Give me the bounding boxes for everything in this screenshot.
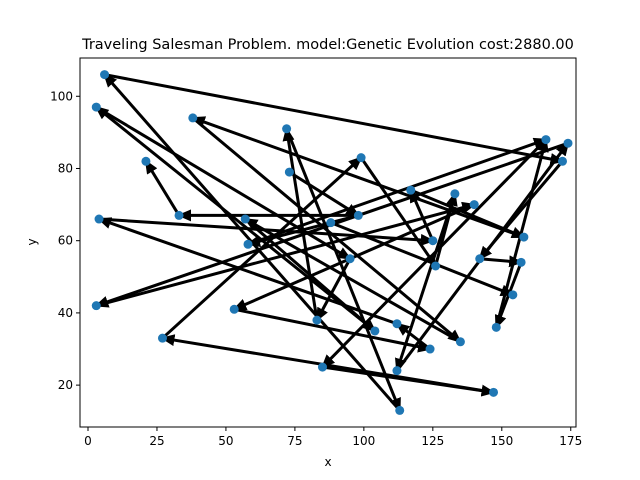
- city-point-38: [395, 405, 405, 415]
- city-points: [91, 70, 573, 415]
- x-tick-label-5: 125: [421, 434, 444, 448]
- chart-title: Traveling Salesman Problem. model:Geneti…: [81, 37, 574, 53]
- city-point-30: [425, 344, 435, 354]
- city-point-12: [557, 156, 567, 166]
- x-tick-label-3: 75: [287, 434, 302, 448]
- y-tick-label-2: 60: [58, 234, 73, 248]
- city-point-37: [489, 387, 499, 397]
- city-point-16: [326, 218, 336, 228]
- route-arrow-34: [247, 137, 548, 246]
- city-point-24: [91, 301, 101, 311]
- city-point-29: [392, 319, 402, 329]
- city-point-8: [450, 189, 460, 199]
- x-axis-label: x: [324, 455, 331, 469]
- route-arrow-28: [315, 258, 352, 322]
- route-arrow-37: [330, 221, 515, 297]
- plot-frame: [79, 57, 577, 428]
- y-tick-label-1: 40: [58, 306, 73, 320]
- city-point-11: [563, 138, 573, 148]
- x-tick-label-4: 100: [352, 434, 375, 448]
- city-point-33: [491, 322, 501, 332]
- route-arrow-9: [359, 156, 437, 268]
- y-axis-label: y: [25, 238, 39, 245]
- route-arrow-27: [95, 105, 352, 261]
- route-arrow-7: [160, 334, 494, 394]
- x-tick-label-7: 175: [559, 434, 582, 448]
- route-arrow-36: [144, 159, 181, 217]
- route-arrow-16: [233, 307, 433, 353]
- x-tick-label-1: 25: [149, 434, 164, 448]
- city-point-27: [312, 315, 322, 325]
- city-point-0: [100, 70, 110, 80]
- city-point-23: [516, 257, 526, 267]
- city-point-7: [406, 185, 416, 195]
- x-tick-label-0: 0: [84, 434, 92, 448]
- route-arrow-0: [104, 73, 565, 165]
- city-point-14: [174, 210, 184, 220]
- route-arrow-30: [285, 128, 402, 413]
- city-point-15: [240, 214, 250, 224]
- route-arrow-33: [246, 213, 359, 248]
- city-point-34: [157, 333, 167, 343]
- city-point-13: [94, 214, 104, 224]
- y-tick-label-0: 20: [58, 378, 73, 392]
- y-tick-label-3: 80: [58, 161, 73, 175]
- route-arrow-17: [395, 322, 431, 351]
- city-point-6: [284, 167, 294, 177]
- route-arrow-24: [243, 217, 462, 344]
- x-tick-label-2: 50: [218, 434, 233, 448]
- city-point-28: [370, 326, 380, 336]
- route-arrow-11: [394, 193, 457, 373]
- city-point-2: [188, 113, 198, 123]
- route-arrow-22: [190, 116, 525, 239]
- city-point-31: [455, 337, 465, 347]
- city-point-32: [508, 290, 518, 300]
- route-arrow-15: [232, 203, 475, 311]
- city-point-9: [469, 200, 479, 210]
- route-arrow-26: [94, 105, 376, 333]
- city-point-36: [392, 366, 402, 376]
- city-point-20: [431, 261, 441, 271]
- city-point-22: [519, 232, 529, 242]
- city-point-19: [428, 236, 438, 246]
- y-tick-label-4: 100: [50, 89, 73, 103]
- y-axis-ticks: 20 40 60 80 100: [50, 89, 80, 392]
- route-arrows: [94, 73, 570, 413]
- city-point-35: [317, 362, 327, 372]
- city-point-3: [282, 124, 292, 134]
- city-point-17: [353, 210, 363, 220]
- x-tick-label-6: 150: [490, 434, 513, 448]
- city-point-18: [243, 239, 253, 249]
- city-point-25: [345, 254, 355, 264]
- city-point-5: [141, 156, 151, 166]
- city-point-21: [475, 254, 485, 264]
- city-point-26: [229, 304, 239, 314]
- city-point-4: [356, 153, 366, 163]
- city-point-10: [541, 135, 551, 145]
- x-axis-ticks: 0 25 50 75 100 125 150 175: [84, 427, 582, 448]
- city-point-1: [91, 102, 101, 112]
